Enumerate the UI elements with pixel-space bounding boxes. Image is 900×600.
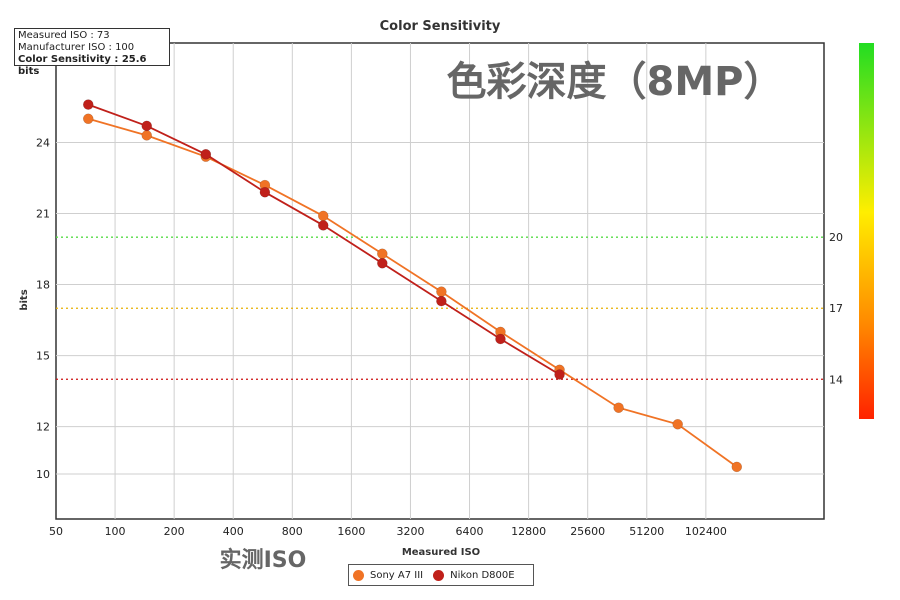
data-point[interactable]: [731, 461, 743, 473]
x-tick-label: 1600: [337, 525, 365, 538]
chart-title: Color Sensitivity: [380, 19, 501, 34]
legend-item-nikon[interactable]: Nikon D800E: [433, 569, 515, 581]
series: [83, 99, 743, 473]
data-point[interactable]: [83, 113, 94, 125]
legend-item-sony[interactable]: Sony A7 III: [353, 569, 424, 581]
data-point[interactable]: [141, 120, 152, 132]
axis-ticks: 50 100 200 400 800 1600 3200 6400 12800 25600 5120…: [36, 136, 727, 538]
data-point[interactable]: [613, 402, 624, 413]
x-tick-label: 800: [282, 525, 303, 538]
data-point[interactable]: [259, 186, 271, 198]
x-tick-label: 100: [105, 525, 126, 538]
data-point[interactable]: [436, 295, 447, 307]
tooltip-info-box: Measured ISO : 73 Manufacturer ISO : 100…: [14, 28, 170, 77]
grid: [56, 43, 824, 519]
color-scale-bar: [859, 43, 874, 419]
x-axis-title: Measured ISO: [402, 547, 480, 558]
y-tick-label: 10: [36, 468, 50, 481]
legend-marker-sony: [353, 569, 364, 581]
x-tick-label: 6400: [456, 525, 484, 538]
x-tick-label: 51200: [629, 525, 664, 538]
y-tick-label: 24: [36, 136, 50, 149]
data-point[interactable]: [317, 220, 329, 231]
legend-marker-nikon: [433, 569, 445, 581]
data-point[interactable]: [317, 210, 329, 222]
data-point[interactable]: [554, 369, 565, 380]
legend-label-sony: Sony A7 III: [370, 569, 424, 581]
y-axis-title: bits: [19, 289, 30, 310]
x-tick-label: 200: [164, 525, 185, 538]
y-tick-label: 15: [36, 350, 50, 363]
reference-line-label: 14: [829, 373, 843, 386]
x-tick-label: 25600: [570, 525, 605, 538]
x-tick-label: 3200: [396, 525, 424, 538]
watermark-title-cn: 色彩深度（8MP）: [447, 59, 784, 105]
reference-line-label: 20: [829, 231, 843, 244]
reference-lines: 20 17 14: [56, 231, 843, 386]
reference-line-label: 17: [829, 302, 843, 315]
series-line: [88, 117, 738, 468]
tooltip-color-sensitivity: Color Sensitivity : 25.6 bits: [18, 54, 147, 77]
data-point[interactable]: [141, 130, 152, 141]
y-tick-label: 21: [36, 208, 50, 221]
watermark-xlabel-cn: 实测ISO: [220, 547, 307, 573]
x-tick-label: 102400: [685, 525, 727, 538]
legend-label-nikon: Nikon D800E: [450, 569, 515, 581]
x-tick-label: 12800: [511, 525, 546, 538]
data-point[interactable]: [436, 286, 447, 297]
data-point[interactable]: [200, 149, 212, 160]
data-point[interactable]: [377, 257, 388, 269]
x-tick-label: 50: [49, 525, 63, 538]
y-tick-label: 12: [36, 421, 50, 434]
data-point[interactable]: [83, 99, 94, 110]
data-point[interactable]: [377, 248, 388, 260]
data-point[interactable]: [672, 419, 683, 430]
plot-area: [55, 42, 825, 520]
x-tick-label: 400: [223, 525, 244, 538]
data-point[interactable]: [495, 333, 506, 345]
legend: Sony A7 III Nikon D800E: [348, 564, 534, 586]
series-nikon: [83, 99, 565, 380]
tooltip-measured-iso: Measured ISO : 73: [18, 30, 110, 41]
y-tick-label: 18: [36, 279, 50, 292]
tooltip-manufacturer-iso: Manufacturer ISO : 100: [18, 42, 135, 53]
